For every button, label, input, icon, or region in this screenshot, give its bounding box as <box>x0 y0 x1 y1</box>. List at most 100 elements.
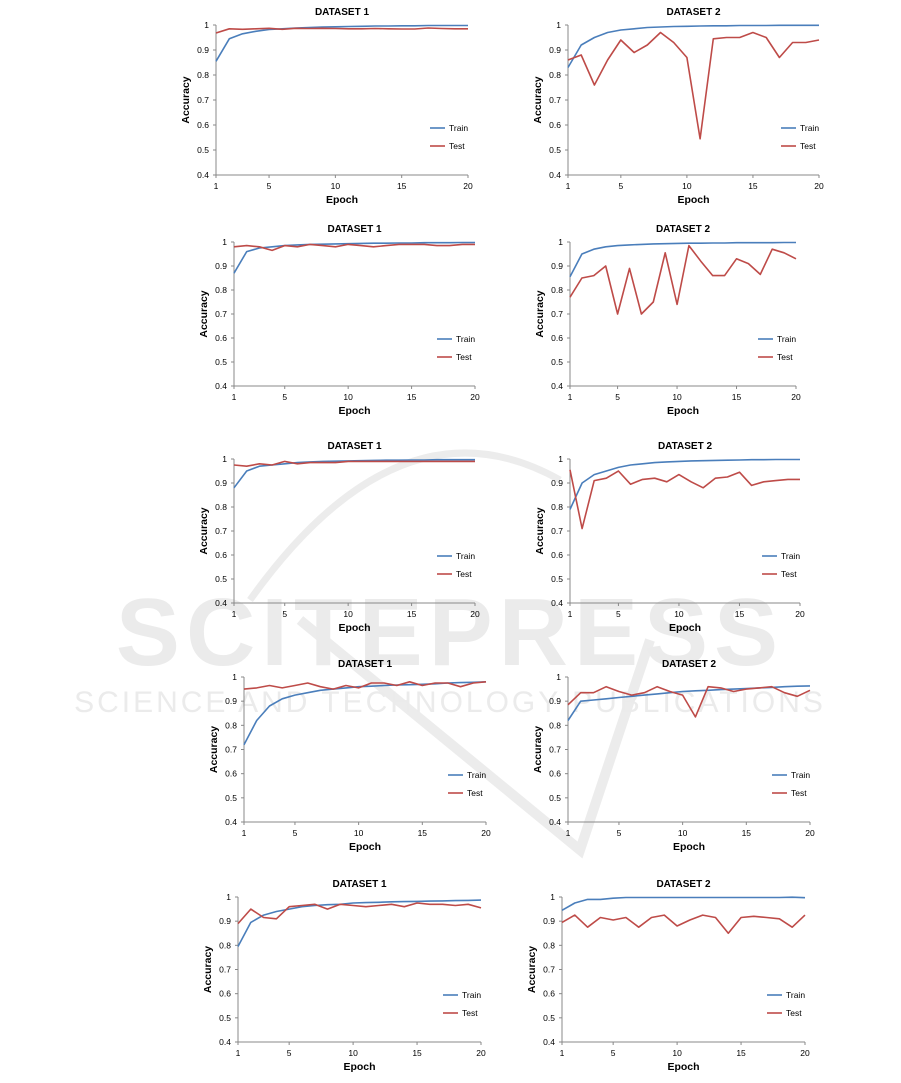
series-line-test <box>233 460 475 468</box>
y-tick-label: 0.8 <box>225 720 237 730</box>
x-tick-label: 15 <box>407 392 417 402</box>
y-tick-label: 0.9 <box>215 478 227 488</box>
x-tick-label: 10 <box>678 828 688 838</box>
x-tick-label: 15 <box>397 181 407 191</box>
y-axis-label: Accuracy <box>198 507 210 554</box>
y-tick-label: 0.8 <box>215 502 227 512</box>
x-tick-label: 15 <box>736 1048 746 1058</box>
legend-label-train: Train <box>786 990 805 1000</box>
legend-label-train: Train <box>777 334 796 344</box>
x-tick-label: 10 <box>672 1048 682 1058</box>
y-tick-label: 0.6 <box>551 550 563 560</box>
y-tick-label: 0.5 <box>549 145 561 155</box>
series-line-test <box>243 680 487 690</box>
legend-label-train: Train <box>800 123 819 133</box>
x-tick-label: 10 <box>343 609 353 619</box>
chart-title: DATASET 2 <box>656 879 711 890</box>
x-tick-label: 5 <box>617 828 622 838</box>
series-line-test <box>569 469 800 530</box>
series-line-train <box>567 24 819 68</box>
x-axis-label: Epoch <box>349 841 381 853</box>
chart-title: DATASET 1 <box>338 659 393 670</box>
y-tick-label: 0.9 <box>219 916 231 926</box>
y-tick-label: 0.7 <box>197 95 209 105</box>
y-tick-label: 0.7 <box>549 95 561 105</box>
x-tick-label: 20 <box>470 609 480 619</box>
legend-label-train: Train <box>781 551 800 561</box>
legend-label-train: Train <box>456 334 475 344</box>
x-axis-label: Epoch <box>326 194 358 206</box>
x-tick-label: 10 <box>331 181 341 191</box>
x-tick-label: 5 <box>282 609 287 619</box>
y-tick-label: 0.7 <box>551 526 563 536</box>
y-tick-label: 0.5 <box>549 793 561 803</box>
legend-label-test: Test <box>449 141 465 151</box>
x-tick-label: 1 <box>568 609 573 619</box>
x-tick-label: 15 <box>418 828 428 838</box>
x-tick-label: 20 <box>470 392 480 402</box>
legend-label-train: Train <box>462 990 481 1000</box>
y-tick-label: 1 <box>232 672 237 682</box>
y-tick-label: 0.5 <box>197 145 209 155</box>
x-tick-label: 15 <box>407 609 417 619</box>
chart-title: DATASET 2 <box>662 659 717 670</box>
y-tick-label: 0.7 <box>549 745 561 755</box>
y-tick-label: 0.4 <box>543 1037 555 1047</box>
y-axis-label: Accuracy <box>534 507 546 554</box>
x-tick-label: 15 <box>742 828 752 838</box>
chart-title: DATASET 1 <box>332 879 387 890</box>
y-tick-label: 0.5 <box>215 574 227 584</box>
legend-label-train: Train <box>449 123 468 133</box>
chart-title: DATASET 2 <box>666 7 721 18</box>
legend-label-test: Test <box>791 788 807 798</box>
legend-label-train: Train <box>791 770 810 780</box>
x-tick-label: 20 <box>481 828 491 838</box>
y-tick-label: 0.4 <box>551 598 563 608</box>
x-tick-label: 15 <box>732 392 742 402</box>
legend-label-test: Test <box>462 1008 478 1018</box>
y-tick-label: 0.7 <box>219 965 231 975</box>
x-tick-label: 5 <box>267 181 272 191</box>
y-tick-label: 0.5 <box>215 357 227 367</box>
x-tick-label: 20 <box>800 1048 810 1058</box>
x-tick-label: 15 <box>735 609 745 619</box>
y-tick-label: 0.8 <box>549 70 561 80</box>
y-tick-label: 0.9 <box>197 45 209 55</box>
legend-label-test: Test <box>777 352 793 362</box>
x-tick-label: 5 <box>616 609 621 619</box>
y-tick-label: 0.4 <box>549 817 561 827</box>
y-tick-label: 0.7 <box>551 309 563 319</box>
y-tick-label: 1 <box>204 20 209 30</box>
y-tick-label: 1 <box>222 454 227 464</box>
chart-title: DATASET 1 <box>315 7 370 18</box>
y-tick-label: 0.4 <box>549 170 561 180</box>
x-axis-label: Epoch <box>667 1061 699 1073</box>
legend-label-test: Test <box>786 1008 802 1018</box>
series-line-train <box>233 241 475 274</box>
x-tick-label: 20 <box>463 181 473 191</box>
y-tick-label: 0.9 <box>551 261 563 271</box>
legend-label-test: Test <box>467 788 483 798</box>
y-tick-label: 0.6 <box>225 769 237 779</box>
x-axis-label: Epoch <box>338 622 370 634</box>
legend-label-test: Test <box>800 141 816 151</box>
y-tick-label: 0.9 <box>549 696 561 706</box>
y-tick-label: 0.6 <box>549 769 561 779</box>
series-line-train <box>561 896 806 911</box>
x-tick-label: 5 <box>282 392 287 402</box>
series-line-test <box>215 27 468 34</box>
series-line-train <box>215 24 468 62</box>
x-tick-label: 10 <box>348 1048 358 1058</box>
legend-label-train: Train <box>467 770 486 780</box>
y-tick-label: 1 <box>558 454 563 464</box>
y-tick-label: 0.8 <box>197 70 209 80</box>
x-tick-label: 20 <box>805 828 815 838</box>
x-tick-label: 5 <box>615 392 620 402</box>
y-tick-label: 0.4 <box>551 381 563 391</box>
x-tick-label: 20 <box>476 1048 486 1058</box>
